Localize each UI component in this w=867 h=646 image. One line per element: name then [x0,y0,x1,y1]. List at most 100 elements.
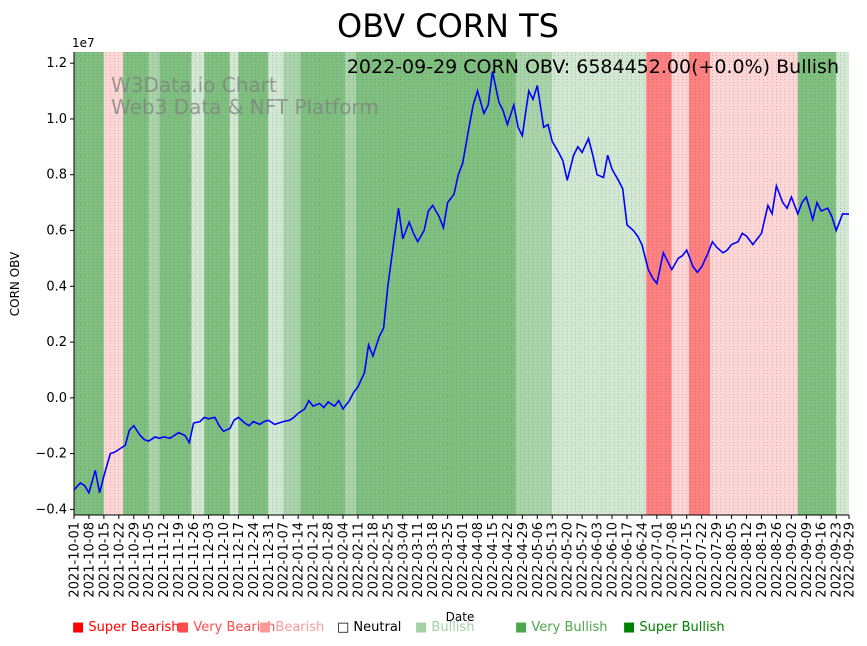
signal-regions [74,52,849,515]
y-tick-label: −0.4 [35,502,67,517]
region-bearish [103,52,124,515]
x-tick-label: 2022-02-04 [337,522,352,598]
legend-label: Neutral [353,620,402,635]
legend-item: ■ Very Bearish [177,620,275,635]
region-bullish_light [191,52,205,515]
y-tick-label: 0.8 [46,168,67,183]
x-tick-label: 2022-06-03 [591,522,606,598]
x-tick-label: 2021-10-01 [68,522,83,598]
legend-swatch-icon: ■ [72,620,89,635]
region-bearish [710,52,798,515]
watermark: W3Data.io Chart Web3 Data & NFT Platform [111,73,379,119]
obv-line [73,71,850,495]
region-bullish [515,52,553,515]
x-tick-label: 2022-09-29 [843,522,858,598]
x-tick-label: 2022-09-16 [815,522,830,598]
x-tick-label: 2022-01-07 [277,522,292,598]
y-tick-label: 0.4 [46,279,67,294]
obv-series [73,71,850,495]
x-tick-label: 2022-05-20 [561,522,576,598]
region-bullish_light [268,52,284,515]
region-very_bullish [300,52,346,515]
legend-item: □ Neutral [337,620,401,635]
x-tick-label: 2021-12-31 [262,522,277,598]
region-very_bullish [238,52,269,515]
legend-swatch-icon: ■ [177,620,194,635]
x-tick-label: 2021-10-08 [82,522,97,598]
x-axis-label: Date [446,610,475,624]
x-tick-label: 2021-11-26 [187,522,202,598]
x-tick-label: 2021-12-10 [217,522,232,598]
x-tick-label: 2022-05-13 [546,522,561,598]
x-tick-label: 2021-11-12 [157,522,172,598]
x-tick-label: 2022-04-22 [501,522,516,598]
watermark-line-1: W3Data.io Chart [111,73,277,97]
y-tick-label: 1.2 [46,56,67,71]
legend-swatch-icon: ■ [623,620,640,635]
x-tick-label: 2022-04-01 [456,522,471,598]
region-bullish_light [836,52,849,515]
x-tick-label: 2022-03-25 [441,522,456,598]
x-tick-label: 2022-06-24 [635,522,650,598]
region-very_bullish [797,52,837,515]
y-tick-label: −0.2 [35,447,67,462]
legend-swatch-icon: ■ [515,620,532,635]
legend-item: ■ Super Bullish [623,620,725,635]
legend-label: Bullish [431,620,475,635]
region-bearish [671,52,689,515]
y-tick-label: 0.0 [46,391,67,406]
x-tick-label: 2022-03-04 [396,522,411,598]
x-tick-label: 2022-04-15 [486,522,501,598]
y-tick-label: 0.2 [46,335,67,350]
legend-label: Super Bearish [88,620,180,635]
x-tick-label: 2022-07-01 [650,522,665,598]
x-tick-label: 2022-07-29 [710,522,725,598]
x-tick-label: 2022-08-19 [755,522,770,598]
x-tick-label: 2021-10-15 [97,522,112,598]
x-tick-label: 2021-12-03 [202,522,217,598]
x-tick-label: 2021-11-19 [172,522,187,598]
x-tick-label: 2022-08-05 [725,522,740,598]
x-tick-label: 2022-06-17 [620,522,635,598]
legend-item: ■ Super Bearish [72,620,180,635]
x-tick-label: 2021-12-17 [232,522,247,598]
x-tick-label: 2021-10-22 [112,522,127,598]
x-tick-label: 2022-07-08 [665,522,680,598]
y-scale-label: 1e7 [72,36,95,50]
x-tick-label: 2022-05-06 [531,522,546,598]
watermark-line-2: Web3 Data & NFT Platform [111,95,379,119]
x-tick-label: 2022-09-09 [800,522,815,598]
x-tick-label: 2022-07-15 [680,522,695,598]
x-tick-label: 2022-08-12 [740,522,755,598]
region-bullish [345,52,356,515]
legend-label: Very Bullish [531,620,608,635]
legend-label: Bearish [275,620,325,635]
vertical-gridlines [75,52,845,515]
legend-swatch-icon: ■ [415,620,432,635]
legend-item: ■ Bearish [259,620,324,635]
x-tick-label: 2022-02-18 [366,522,381,598]
obv-annotation: 2022-09-29 CORN OBV: 6584452.00(+0.0%) B… [347,56,839,78]
legend-swatch-icon: □ [337,620,354,635]
region-bullish_light [552,52,647,515]
y-tick-label: 1.0 [46,112,67,127]
legend-item: ■ Very Bullish [515,620,607,635]
x-tick-label: 2022-05-27 [576,522,591,598]
chart-title: OBV CORN TS [337,7,559,45]
region-very_bullish [159,52,192,515]
legend-label: Very Bearish [193,620,276,635]
region-very_bullish [355,52,516,515]
x-tick-label: 2022-09-23 [830,522,845,598]
x-tick-label: 2022-06-10 [606,522,621,598]
x-tick-label: 2022-09-02 [785,522,800,598]
x-tick-label: 2022-03-11 [411,522,426,598]
x-tick-label: 2021-10-29 [127,522,142,598]
y-axis-label: CORN OBV [8,251,22,316]
region-very_bearish [646,52,672,515]
x-tick-label: 2022-03-18 [426,522,441,598]
y-tick-label: 0.6 [46,224,67,239]
signal-legend: ■ Super Bearish ■ Very Bearish ■ Bearish □ … [72,620,862,640]
x-tick-label: 2022-04-29 [516,522,531,598]
x-tick-label: 2022-04-08 [471,522,486,598]
